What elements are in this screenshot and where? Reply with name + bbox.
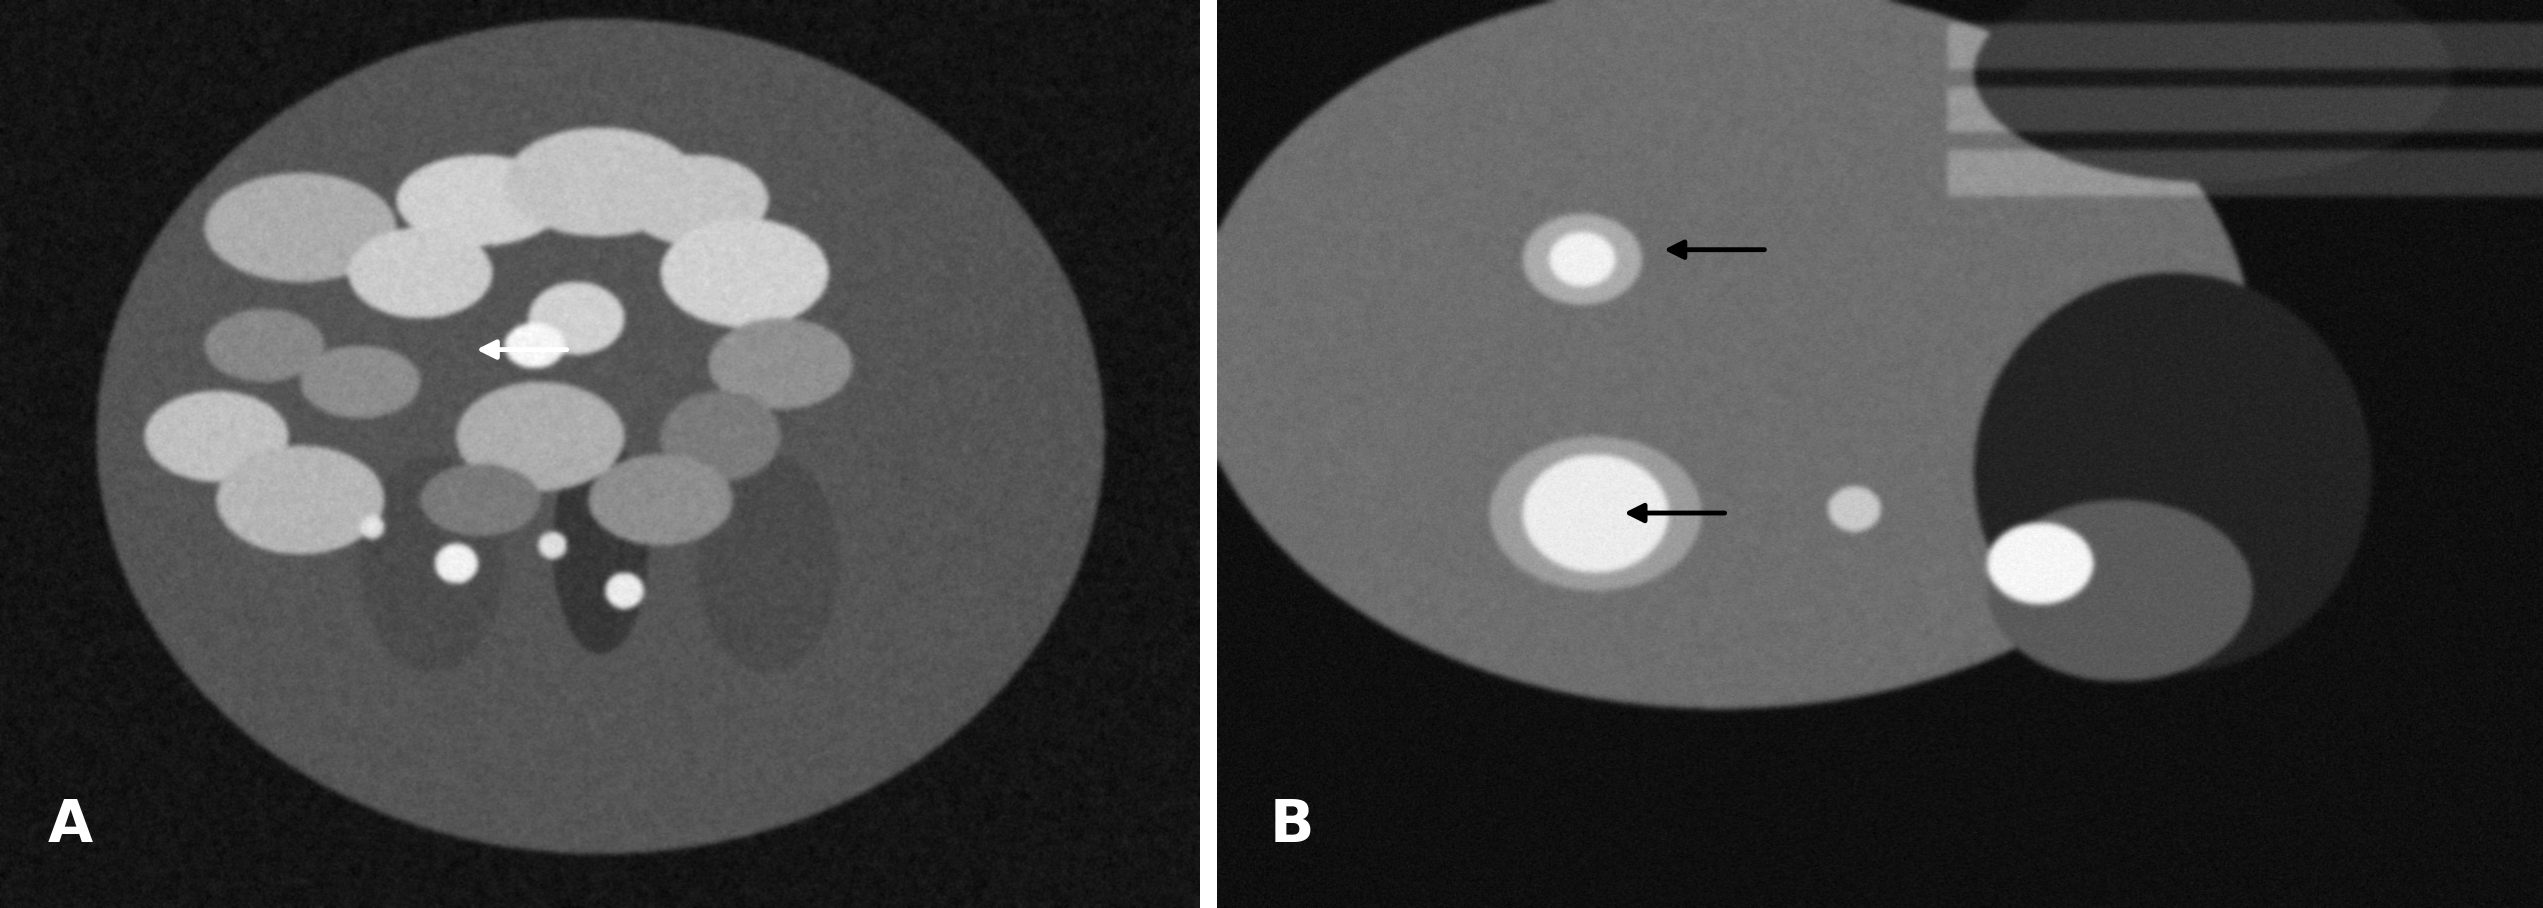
Text: B: B — [1269, 796, 1315, 854]
Text: A: A — [48, 796, 94, 854]
